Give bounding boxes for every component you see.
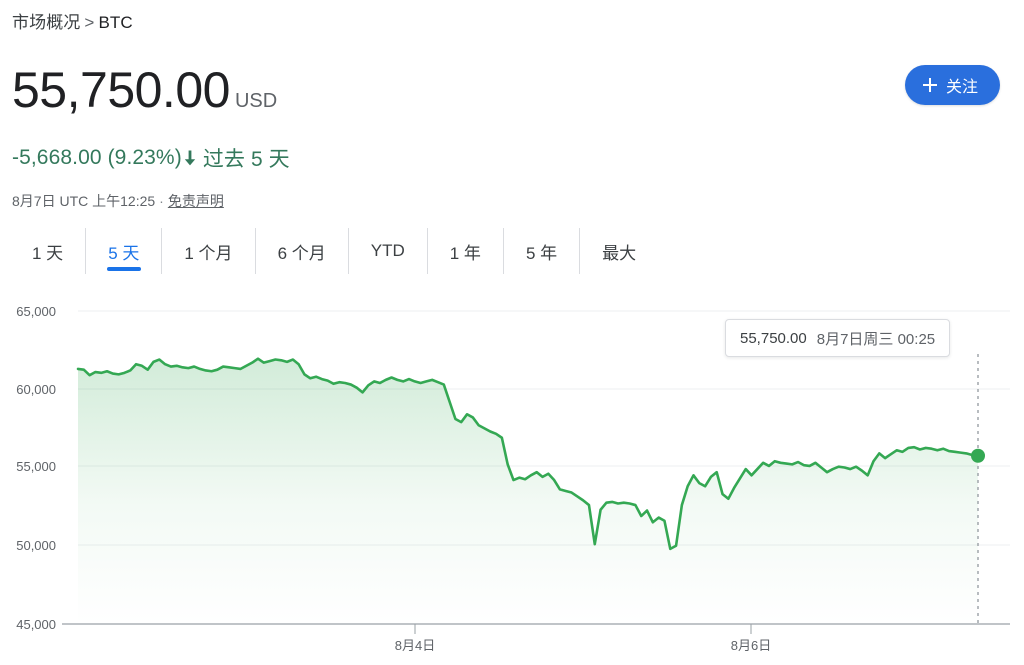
price-chart[interactable]: 65,000 60,000 55,000 50,000 45,000 8月4日 … — [0, 290, 1024, 665]
tab-label: 5 天 — [108, 243, 140, 263]
y-tick-label: 60,000 — [16, 382, 56, 397]
quote-timestamp: 8月7日 UTC 上午12:25 — [12, 193, 156, 209]
tab-1-year[interactable]: 1 年 — [426, 228, 503, 274]
tab-label: 6 个月 — [277, 243, 326, 263]
tab-5-years[interactable]: 5 年 — [502, 228, 579, 274]
breadcrumb-separator: > — [84, 13, 95, 32]
price-change-amount: -5,668.00 (9.23%) — [12, 146, 182, 169]
chart-cursor — [971, 354, 985, 624]
last-point-marker — [971, 448, 985, 463]
tab-6-months[interactable]: 6 个月 — [254, 228, 348, 274]
disclaimer-link[interactable]: 免责声明 — [167, 193, 224, 209]
tab-max[interactable]: 最大 — [579, 228, 658, 274]
price-change-row: -5,668.00 (9.23%) 过去 5 天 — [12, 143, 290, 173]
price-change-period: 过去 5 天 — [202, 148, 290, 171]
price-currency: USD — [234, 90, 278, 112]
follow-button-label: 关注 — [945, 79, 978, 96]
chart-plot — [76, 357, 980, 624]
tab-5-days[interactable]: 5 天 — [85, 228, 161, 274]
tab-label: YTD — [370, 241, 405, 260]
tab-label: 5 年 — [525, 243, 558, 263]
arrow-down-icon — [183, 149, 197, 167]
x-tick-label: 8月6日 — [731, 638, 771, 653]
breadcrumb-current: BTC — [98, 13, 133, 32]
follow-button[interactable]: 关注 — [904, 65, 1000, 105]
range-tabs: 1 天 5 天 1 个月 6 个月 YTD 1 年 5 年 最大 — [10, 228, 658, 274]
chart-y-axis: 65,000 60,000 55,000 50,000 45,000 — [16, 304, 56, 632]
chart-tooltip: 55,750.00 8月7日周三 00:25 — [725, 319, 951, 357]
chart-x-axis: 8月4日 8月6日 — [395, 624, 771, 653]
meta-separator: · — [159, 193, 164, 209]
tab-label: 1 天 — [32, 243, 64, 263]
y-tick-label: 45,000 — [16, 617, 56, 632]
chart-svg: 65,000 60,000 55,000 50,000 45,000 8月4日 … — [16, 304, 1010, 653]
breadcrumb-parent[interactable]: 市场概况 — [12, 13, 81, 32]
tooltip-price: 55,750.00 — [740, 329, 807, 347]
tooltip-date: 8月7日周三 00:25 — [816, 330, 936, 348]
quote-meta-row: 8月7日 UTC 上午12:25 · 免责声明 — [12, 191, 224, 211]
tab-ytd[interactable]: YTD — [347, 228, 427, 274]
y-tick-label: 65,000 — [16, 304, 56, 319]
tab-label: 最大 — [602, 243, 637, 263]
x-tick-label: 8月4日 — [395, 638, 435, 653]
tab-1-day[interactable]: 1 天 — [10, 228, 85, 274]
plus-icon — [922, 78, 937, 92]
tab-label: 1 个月 — [184, 243, 233, 263]
breadcrumb: 市场概况 > BTC — [12, 8, 133, 33]
tab-1-month[interactable]: 1 个月 — [161, 228, 254, 274]
y-tick-label: 55,000 — [16, 459, 56, 474]
price-value: 55,750.00 — [12, 62, 230, 118]
y-tick-label: 50,000 — [16, 538, 56, 553]
price-block: 55,750.00 USD — [12, 62, 277, 118]
tab-label: 1 年 — [449, 243, 481, 263]
